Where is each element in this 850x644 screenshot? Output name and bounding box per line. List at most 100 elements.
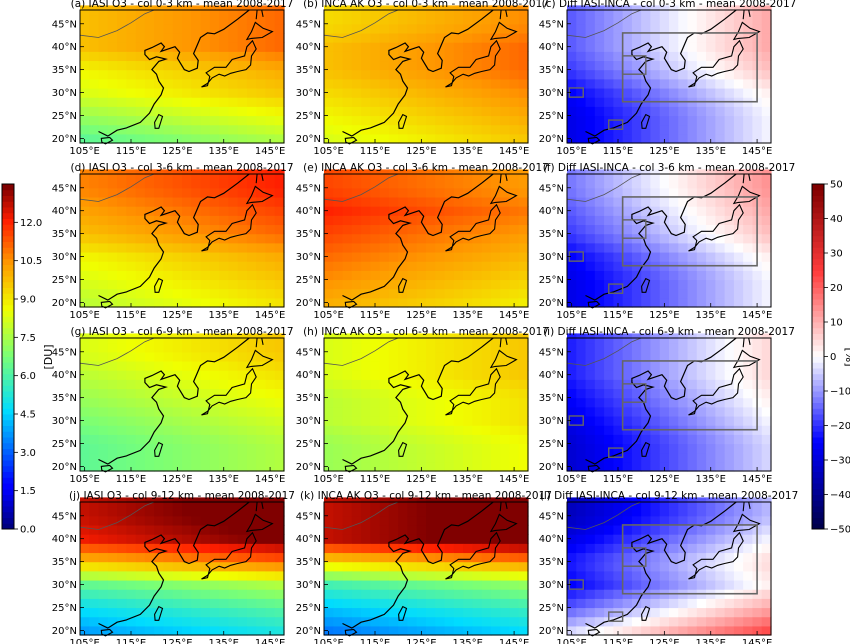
heatmap-cell xyxy=(594,370,605,380)
heatmap-cell xyxy=(641,452,652,463)
heatmap-cell xyxy=(398,178,409,189)
lat-tick-label: 35°N xyxy=(539,393,564,404)
heatmap-cell xyxy=(80,579,90,590)
heatmap-cell xyxy=(500,87,511,98)
heatmap-cell xyxy=(333,106,344,117)
heatmap-cell xyxy=(107,406,118,417)
heatmap-cell xyxy=(144,616,155,627)
heatmap-cell xyxy=(135,261,146,271)
heatmap-cell xyxy=(209,388,220,399)
heatmap-cell xyxy=(209,506,220,517)
heatmap-cell xyxy=(228,552,239,563)
heatmap-cell xyxy=(733,196,744,207)
heatmap-cell xyxy=(361,370,371,380)
heatmap-cell xyxy=(126,97,137,107)
heatmap-cell xyxy=(144,598,155,609)
heatmap-cell xyxy=(687,616,698,627)
heatmap-cell xyxy=(237,370,248,380)
heatmap-cell xyxy=(265,342,276,353)
heatmap-cell xyxy=(509,124,520,135)
heatmap-cell xyxy=(761,87,772,98)
heatmap-cell xyxy=(463,106,473,117)
heatmap-cell xyxy=(333,543,344,554)
heatmap-cell xyxy=(567,87,577,98)
heatmap-cell xyxy=(518,115,529,126)
heatmap-cell xyxy=(641,297,652,308)
heatmap-cell xyxy=(631,178,642,189)
heatmap-cell xyxy=(743,133,754,144)
heatmap-cell xyxy=(144,32,155,43)
heatmap-cell xyxy=(370,133,381,144)
lon-tick-label: 135°E xyxy=(696,474,726,485)
heatmap-cell xyxy=(388,297,399,308)
heatmap-cell xyxy=(228,434,239,445)
heatmap-cell xyxy=(724,42,735,52)
heatmap-cell xyxy=(463,288,473,299)
heatmap-cell xyxy=(342,607,353,618)
lon-tick-label: 115°E xyxy=(360,310,390,321)
heatmap-cell xyxy=(274,370,285,380)
heatmap-cell xyxy=(453,288,464,299)
heatmap-cell xyxy=(435,524,446,535)
heatmap-cell xyxy=(135,32,146,43)
colorbar-step xyxy=(812,362,824,369)
colorbar-step xyxy=(2,356,14,363)
heatmap-cell xyxy=(107,506,118,517)
heatmap-cell xyxy=(274,598,285,609)
heatmap-cell xyxy=(407,270,418,281)
heatmap-cell xyxy=(500,406,511,417)
heatmap-cell xyxy=(361,297,371,308)
heatmap-cell xyxy=(594,251,605,262)
heatmap-cell xyxy=(444,515,455,526)
heatmap-cell xyxy=(518,388,529,399)
heatmap-cell xyxy=(324,51,334,62)
colorbar-step xyxy=(2,241,14,248)
heatmap-cell xyxy=(518,434,529,445)
lat-tick-label: 20°N xyxy=(539,134,564,145)
heatmap-cell xyxy=(256,60,267,71)
heatmap-cell xyxy=(444,224,455,235)
heatmap-cell xyxy=(567,425,577,435)
heatmap-cell xyxy=(89,178,100,189)
heatmap-cell xyxy=(200,206,211,216)
heatmap-cell xyxy=(135,461,146,472)
heatmap-cell xyxy=(706,534,716,544)
heatmap-cell xyxy=(370,288,381,299)
heatmap-cell xyxy=(453,69,464,80)
heatmap-cell xyxy=(219,598,229,609)
heatmap-cell xyxy=(613,397,624,408)
heatmap-cell xyxy=(696,406,707,417)
heatmap-cell xyxy=(172,224,183,235)
lon-tick-label: 115°E xyxy=(116,474,146,485)
heatmap-cell xyxy=(182,388,192,399)
heatmap-cell xyxy=(490,589,501,599)
heatmap-cell xyxy=(237,14,248,25)
heatmap-cell xyxy=(472,552,483,563)
heatmap-cell xyxy=(743,506,754,517)
heatmap-cell xyxy=(379,69,390,80)
heatmap-cell xyxy=(274,206,285,216)
lon-tick-label: 115°E xyxy=(116,638,146,644)
heatmap-cell xyxy=(200,60,211,71)
heatmap-cell xyxy=(80,616,90,627)
heatmap-cell xyxy=(182,543,192,554)
heatmap-cell xyxy=(687,32,698,43)
lon-tick-label: 125°E xyxy=(406,474,436,485)
heatmap-cell xyxy=(604,388,614,399)
heatmap-cell xyxy=(256,379,267,390)
heatmap-cell xyxy=(567,69,577,80)
heatmap-cell xyxy=(724,534,735,544)
colorbar-step xyxy=(812,471,824,478)
heatmap-cell xyxy=(687,42,698,52)
heatmap-cell xyxy=(265,288,276,299)
heatmap-cell xyxy=(706,461,716,472)
heatmap-cell xyxy=(388,425,399,435)
heatmap-cell xyxy=(80,406,90,417)
colorbar-step xyxy=(2,293,14,300)
heatmap-cell xyxy=(435,288,446,299)
heatmap-cell xyxy=(743,561,754,572)
heatmap-cell xyxy=(472,524,483,535)
heatmap-cell xyxy=(209,87,220,98)
heatmap-cell xyxy=(687,51,698,62)
